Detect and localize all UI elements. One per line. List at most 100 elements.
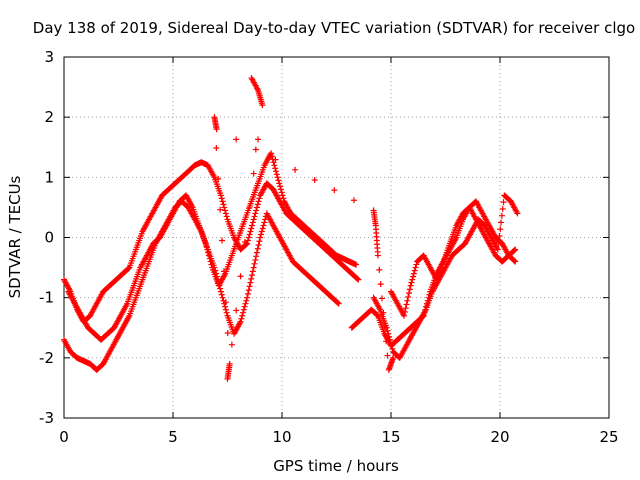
- x-tick-label: 25: [599, 428, 618, 446]
- data-point: [252, 257, 259, 264]
- data-point: [258, 231, 265, 238]
- data-point: [388, 342, 395, 349]
- data-point: [251, 213, 258, 220]
- data-point: [331, 187, 338, 194]
- data-point: [258, 228, 265, 235]
- data-point: [401, 312, 408, 319]
- data-point: [253, 204, 260, 211]
- data-point: [224, 330, 231, 337]
- data-point: [250, 216, 257, 223]
- data-point: [247, 279, 254, 286]
- data-point: [390, 354, 397, 361]
- data-point: [273, 168, 280, 175]
- data-point: [335, 300, 342, 307]
- data-point: [213, 145, 220, 152]
- x-tick-label: 0: [59, 428, 69, 446]
- data-point: [499, 205, 506, 212]
- grid-lines: [64, 57, 609, 418]
- data-point: [413, 261, 420, 268]
- data-point: [275, 177, 282, 184]
- data-point: [245, 287, 252, 294]
- data-point: [202, 240, 209, 247]
- data-point: [223, 309, 230, 316]
- data-point: [246, 231, 253, 238]
- data-point: [412, 264, 419, 271]
- data-point: [252, 146, 259, 153]
- data-point: [514, 210, 521, 217]
- data-point: [278, 189, 285, 196]
- data-point: [252, 210, 259, 217]
- data-point: [271, 162, 278, 169]
- data-point: [261, 219, 268, 226]
- data-point: [380, 309, 387, 316]
- data-point: [249, 222, 256, 229]
- data-point: [238, 315, 245, 322]
- chart-title: Day 138 of 2019, Sidereal Day-to-day VTE…: [33, 19, 635, 37]
- data-point: [386, 336, 393, 343]
- data-point: [273, 171, 280, 178]
- data-point: [213, 126, 220, 133]
- data-point: [206, 255, 213, 262]
- data-point: [242, 300, 249, 307]
- x-axis: 0 5 10 15 20 25: [59, 57, 619, 446]
- data-point: [237, 273, 244, 280]
- data-point: [245, 234, 252, 241]
- data-point: [219, 294, 226, 301]
- data-point: [272, 156, 279, 163]
- data-point: [353, 261, 360, 268]
- data-point: [498, 212, 505, 219]
- data-point: [253, 253, 260, 260]
- y-tick-label: -1: [39, 289, 54, 307]
- data-point: [292, 166, 299, 173]
- data-point: [407, 282, 414, 289]
- data-point: [377, 281, 384, 288]
- data-point: [223, 213, 230, 220]
- data-point: [217, 192, 224, 199]
- data-point: [255, 136, 262, 143]
- data-point: [495, 239, 502, 246]
- data-point: [248, 225, 255, 232]
- data-point: [233, 136, 240, 143]
- data-point: [244, 294, 251, 301]
- x-axis-label: GPS time / hours: [273, 457, 399, 475]
- data-point: [403, 301, 410, 308]
- data-point: [221, 204, 228, 211]
- data-point: [254, 201, 261, 208]
- data-point: [272, 165, 279, 172]
- data-point: [350, 197, 357, 204]
- y-tick-label: 2: [44, 108, 54, 126]
- data-point: [255, 242, 262, 249]
- data-point: [205, 249, 212, 256]
- data-point: [222, 299, 229, 306]
- data-point: [498, 219, 505, 226]
- data-point: [204, 246, 211, 253]
- data-point: [218, 195, 225, 202]
- data-point: [259, 102, 266, 109]
- data-point: [334, 299, 341, 306]
- data-point: [376, 266, 383, 273]
- data-point: [219, 237, 226, 244]
- data-point: [253, 207, 260, 214]
- data-point: [226, 360, 233, 367]
- y-tick-label: -3: [39, 409, 54, 427]
- data-point: [256, 195, 263, 202]
- data-point: [497, 226, 504, 233]
- data-point: [217, 206, 224, 213]
- data-point: [217, 288, 224, 295]
- data-point: [274, 174, 281, 181]
- data-point: [249, 219, 256, 226]
- data-point: [355, 276, 362, 283]
- data-point: [249, 268, 256, 275]
- data-point: [279, 192, 286, 199]
- data-point: [410, 273, 417, 280]
- data-point: [233, 307, 240, 314]
- data-point: [276, 180, 283, 187]
- data-point: [243, 297, 250, 304]
- data-point: [500, 199, 507, 206]
- data-point: [250, 264, 257, 271]
- data-point: [374, 252, 381, 259]
- data-point: [389, 345, 396, 352]
- data-point: [260, 222, 267, 229]
- data-point: [240, 309, 247, 316]
- data-point: [244, 290, 251, 297]
